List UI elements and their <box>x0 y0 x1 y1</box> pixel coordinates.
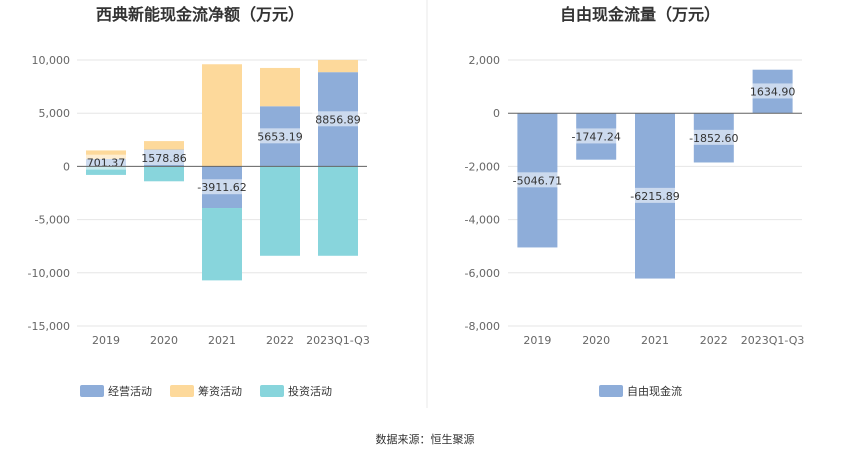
bar <box>144 166 184 182</box>
y-tick-label: -10,000 <box>28 267 70 280</box>
x-tick-label: 2020 <box>582 334 610 347</box>
legend-label: 筹资活动 <box>198 384 242 398</box>
y-tick-label: 2,000 <box>469 54 501 67</box>
data-label-background <box>684 129 743 145</box>
cash-flow-net-chart: 西典新能现金流净额（万元） 701.37 1578.86 -3911.62 5653.… <box>28 5 370 398</box>
bar <box>86 166 126 175</box>
bar <box>260 166 300 256</box>
data-label-background <box>254 128 306 144</box>
data-label-background <box>192 179 252 195</box>
y-tick-label: -8,000 <box>465 320 500 333</box>
free-cash-flow-chart: 自由现金流量（万元） -5046.71 -1747.24 -6215.89 -1852… <box>465 5 805 398</box>
bar <box>318 59 358 73</box>
data-label: 1634.90 <box>750 85 796 98</box>
x-tick-label: 2023Q1-Q3 <box>741 334 805 347</box>
bar <box>202 64 242 167</box>
data-label: -6215.89 <box>630 190 679 203</box>
x-tick-label: 2021 <box>641 334 669 347</box>
y-tick-label: 10,000 <box>32 54 71 67</box>
source-note: 数据来源：恒生聚源 <box>376 432 475 446</box>
x-tick-label: 2020 <box>150 334 178 347</box>
data-label-background <box>312 111 364 127</box>
data-label: 701.37 <box>87 157 126 170</box>
y-tick-label: -2,000 <box>465 160 500 173</box>
data-label-background <box>138 150 190 166</box>
x-tick-label: 2022 <box>700 334 728 347</box>
legend-label: 经营活动 <box>108 384 152 398</box>
legend-swatch <box>260 385 284 397</box>
x-tick-label: 2022 <box>266 334 294 347</box>
legend-swatch <box>170 385 194 397</box>
bar <box>260 67 300 107</box>
data-label-background <box>746 83 799 99</box>
chart-title: 西典新能现金流净额（万元） <box>96 5 304 24</box>
legend-swatch <box>80 385 104 397</box>
data-label: -5046.71 <box>513 174 562 187</box>
x-tick-label: 2023Q1-Q3 <box>306 334 370 347</box>
data-label: -1747.24 <box>571 130 620 143</box>
x-tick-label: 2021 <box>208 334 236 347</box>
x-tick-label: 2019 <box>92 334 120 347</box>
legend-label: 投资活动 <box>288 384 332 398</box>
data-label-background <box>625 187 685 203</box>
y-tick-label: -15,000 <box>28 320 70 333</box>
data-label: 1578.86 <box>141 152 187 165</box>
data-label: -1852.60 <box>689 132 738 145</box>
bar <box>318 166 358 256</box>
y-tick-label: -5,000 <box>35 214 70 227</box>
y-tick-label: 0 <box>493 107 500 120</box>
data-label-background <box>567 128 626 144</box>
data-label: -3911.62 <box>197 181 246 194</box>
x-tick-label: 2019 <box>523 334 551 347</box>
legend-label: 自由现金流 <box>627 384 682 398</box>
legend-swatch <box>599 385 623 397</box>
data-label: 8856.89 <box>315 113 361 126</box>
y-tick-label: 0 <box>63 160 70 173</box>
y-tick-label: -4,000 <box>465 214 500 227</box>
y-tick-label: -6,000 <box>465 267 500 280</box>
data-label: 5653.19 <box>257 130 303 143</box>
y-tick-label: 5,000 <box>39 107 71 120</box>
bar <box>144 141 184 150</box>
chart-title: 自由现金流量（万元） <box>560 5 720 24</box>
bar <box>202 208 242 281</box>
data-label-background <box>508 172 567 188</box>
